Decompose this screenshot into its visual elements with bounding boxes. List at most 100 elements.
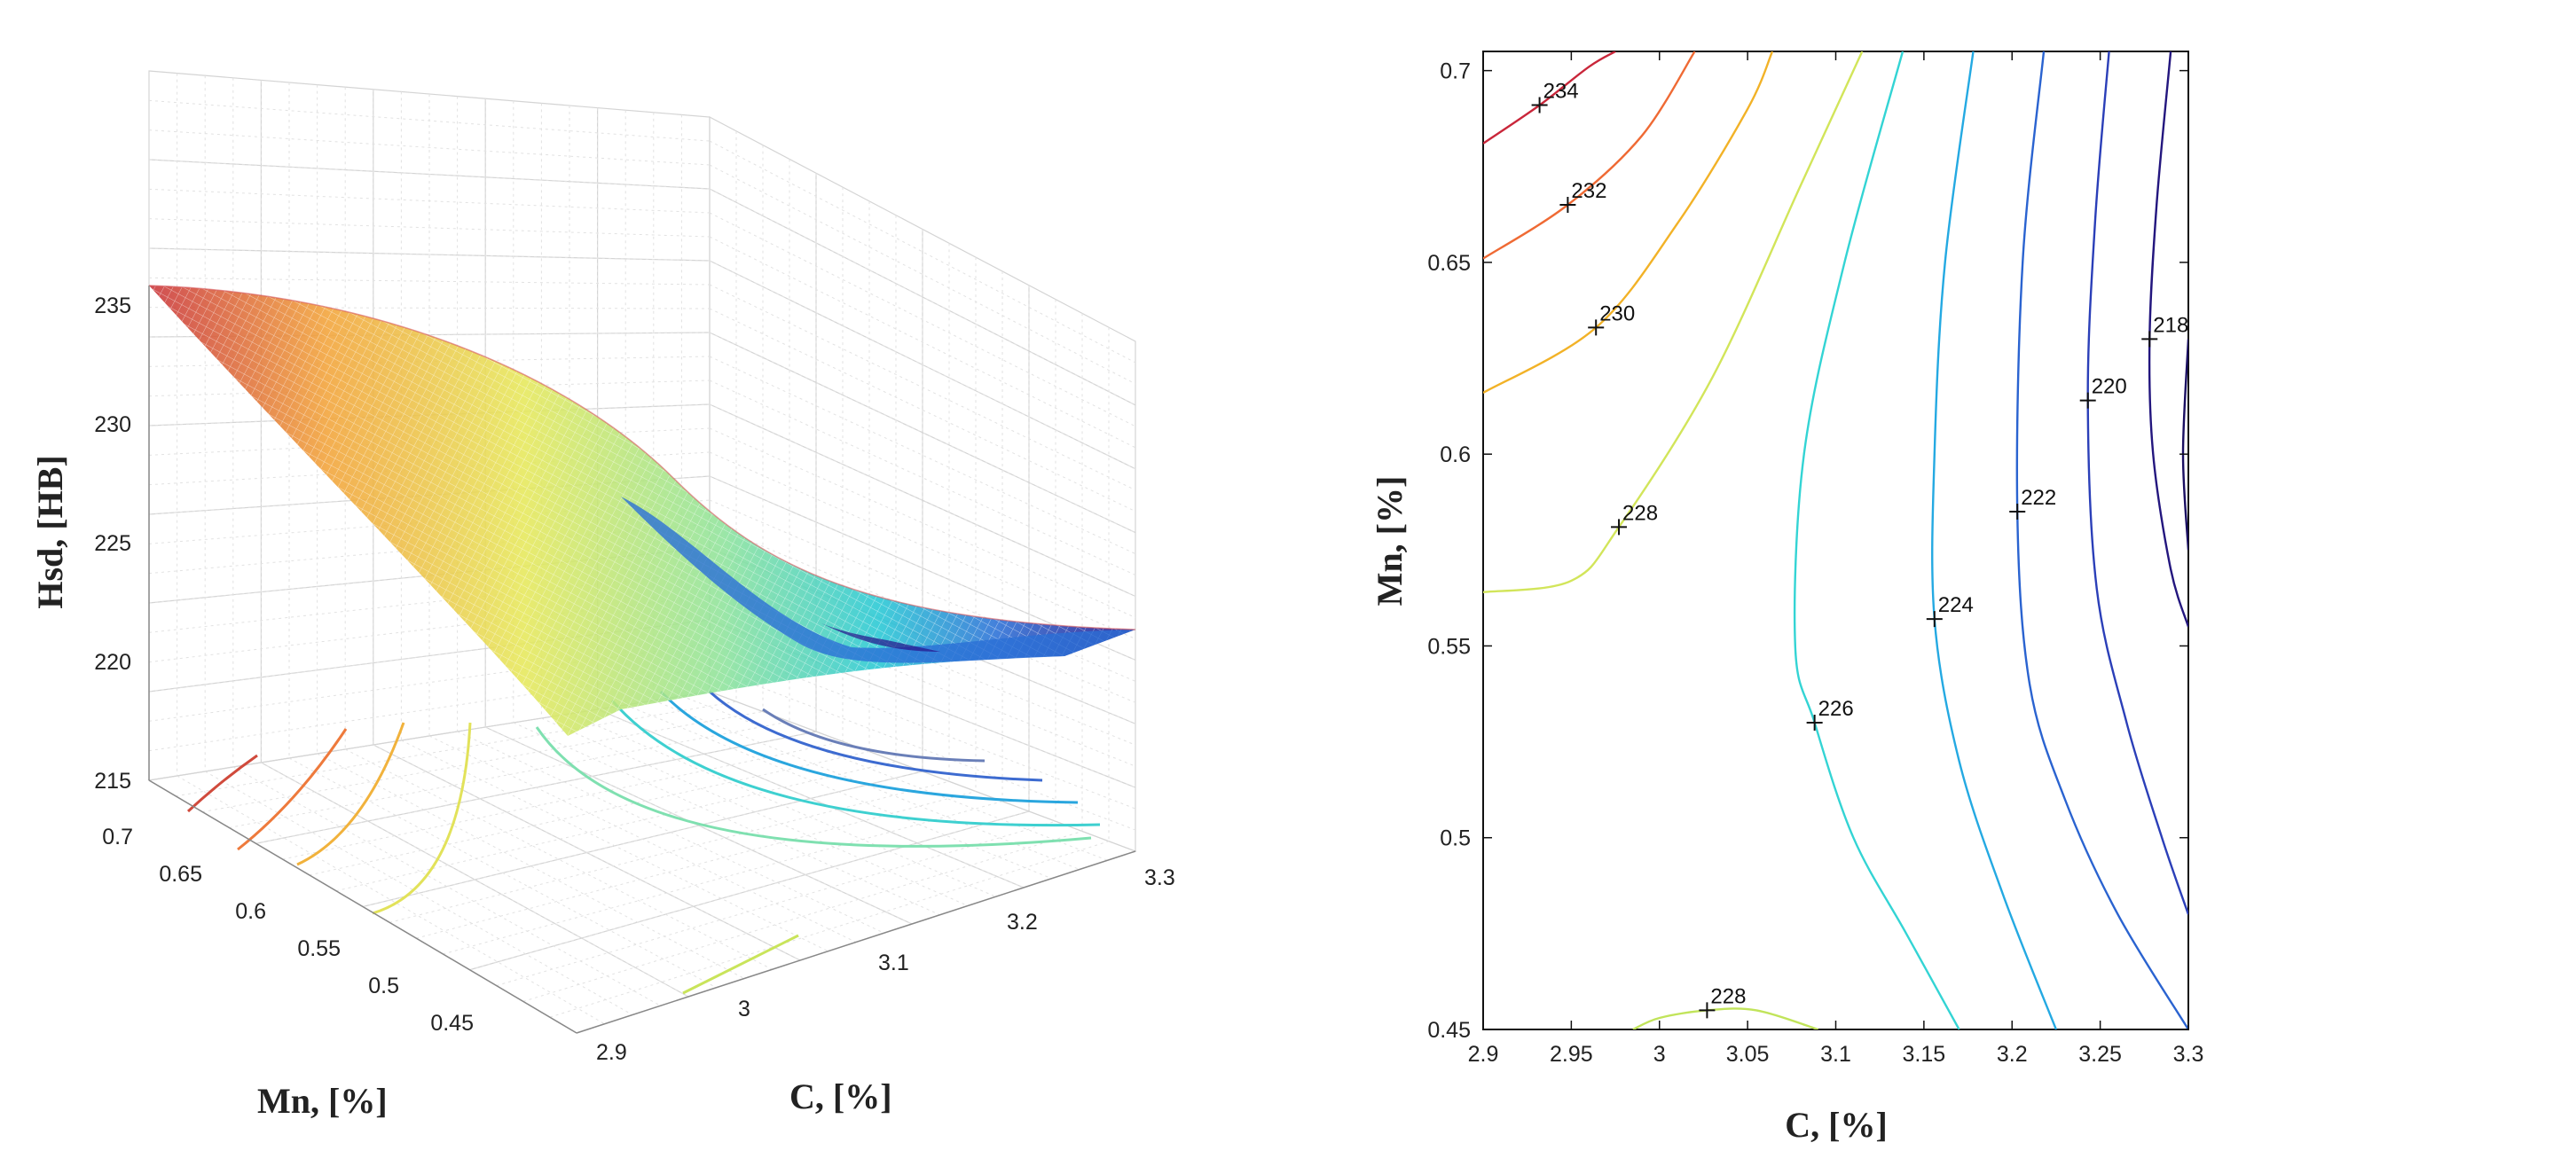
mn-axis-line [148,779,577,1034]
c-tick: 2.9 [596,1040,627,1065]
grid-line [457,731,884,934]
grid-line [709,284,1136,491]
contour-label-224: 224 [1938,593,1974,617]
contour-label-marker [1806,714,1823,731]
grid-line [176,700,737,797]
grid-line [709,212,1136,427]
grid-line [148,188,711,214]
floor-contours [186,690,1101,995]
mn-tick: 0.7 [102,825,133,849]
contour-line-232 [1483,51,1696,260]
contour-label-226: 226 [1818,697,1854,721]
grid-line [709,260,1136,470]
grid-line [148,218,711,238]
surface-edge [148,285,1136,630]
x-tick-label: 3.25 [2078,1042,2122,1067]
contour-label-marker [2009,504,2026,520]
grid-line [709,188,1136,406]
floor-contour-220 [708,690,1043,782]
c-axis-line [576,850,1136,1034]
contour-lines [1483,51,2188,1029]
grid-line [709,403,1136,598]
grid-line [484,726,913,925]
grid-line [148,619,711,693]
contour-label-marker [1559,197,1576,214]
contour-label-234: 234 [1543,80,1579,104]
contour-line-222 [2015,51,2188,1029]
grid-line [522,831,1083,1002]
x-tick-label: 3.2 [1997,1042,2028,1067]
grid-line [282,740,844,860]
contour-plot-frame [1482,51,2189,1030]
grid-line [362,771,923,907]
contour-line-230 [1483,51,1774,395]
x-tick-label: 2.95 [1550,1042,1593,1067]
grid-line [148,159,711,190]
contour-line-224 [1931,51,2058,1029]
z-tick: 220 [94,650,131,675]
y-tick-label: 0.7 [1440,59,1471,84]
grid-line [148,277,711,286]
x-tick-label: 3.3 [2173,1042,2204,1067]
floor-gridlines [176,695,1110,1025]
grid-line [709,451,1136,639]
contour-label-marker [1611,519,1628,536]
grid-line [335,761,897,892]
floor-contour-222 [659,690,1079,804]
contour-plot: 234 232 230 228 228 226 224 222 220 218 2.9 2.95 3 3… [1370,51,2203,1145]
contour-line-228 [1483,51,1864,594]
grid-line [148,99,711,142]
grid-line [469,810,1030,971]
grid-line [653,700,1080,870]
grid-line [443,801,1003,955]
floor-contour-234 [186,754,258,813]
floor-contour-224 [610,700,1101,827]
y-tick-label: 0.6 [1440,442,1471,467]
x-axis-ticks: 2.9 2.95 3 3.05 3.1 3.15 3.2 3.25 3.3 [1468,51,2204,1067]
contour-line-226 [1793,51,1960,1029]
floor-contour-218 [762,708,986,763]
contour-line-218 [2148,51,2188,628]
c-tick: 3.2 [1007,910,1038,935]
y-tick-label: 0.5 [1440,826,1471,851]
grid-line [204,771,633,1015]
z-tick: 230 [94,412,131,437]
mn-axis-label: Mn, [%] [257,1081,388,1121]
contour-label-marker [1699,1002,1716,1019]
mn-tick: 0.55 [297,936,341,961]
grid-line [709,140,1136,364]
c-axis-label: C, [%] [789,1076,892,1116]
mn-tick: 0.5 [368,974,399,998]
c-tick: 3.3 [1144,865,1175,890]
grid-line [709,236,1136,449]
floor-contour-230 [296,722,405,866]
grid-line [309,751,870,876]
grid-line [148,247,711,262]
y-tick-label: 0.65 [1427,251,1471,276]
grid-line [148,129,711,166]
contour-label-marker [2079,392,2096,409]
x-axis-label: C, [%] [1785,1105,1888,1145]
grid-line [373,744,801,961]
grid-line [569,713,996,897]
wall-gridlines [148,73,1136,841]
contour-label-marker [2141,331,2158,348]
floor-contour-226 [535,726,1092,848]
mn-tick: 0.65 [159,862,202,887]
x-tick-label: 2.9 [1468,1042,1499,1067]
surface-plot: 215 220 225 230 235 0.7 0.65 0.6 0.55 0.… [30,70,1175,1121]
grid-line [709,308,1136,513]
grid-line [625,704,1052,880]
x-tick-label: 3.15 [1903,1042,1946,1067]
grid-line [177,775,605,1025]
grid-line [549,841,1110,1018]
x-tick-label: 3.1 [1820,1042,1851,1067]
grid-line [229,721,790,828]
contour-label-228: 228 [1622,501,1658,525]
contour-line-234 [1483,51,1616,145]
grid-line [232,766,661,1006]
contour-label-232: 232 [1571,179,1606,203]
mn-tick: 0.45 [430,1011,474,1036]
z-tick: 225 [94,531,131,556]
y-tick-label: 0.55 [1427,634,1471,659]
